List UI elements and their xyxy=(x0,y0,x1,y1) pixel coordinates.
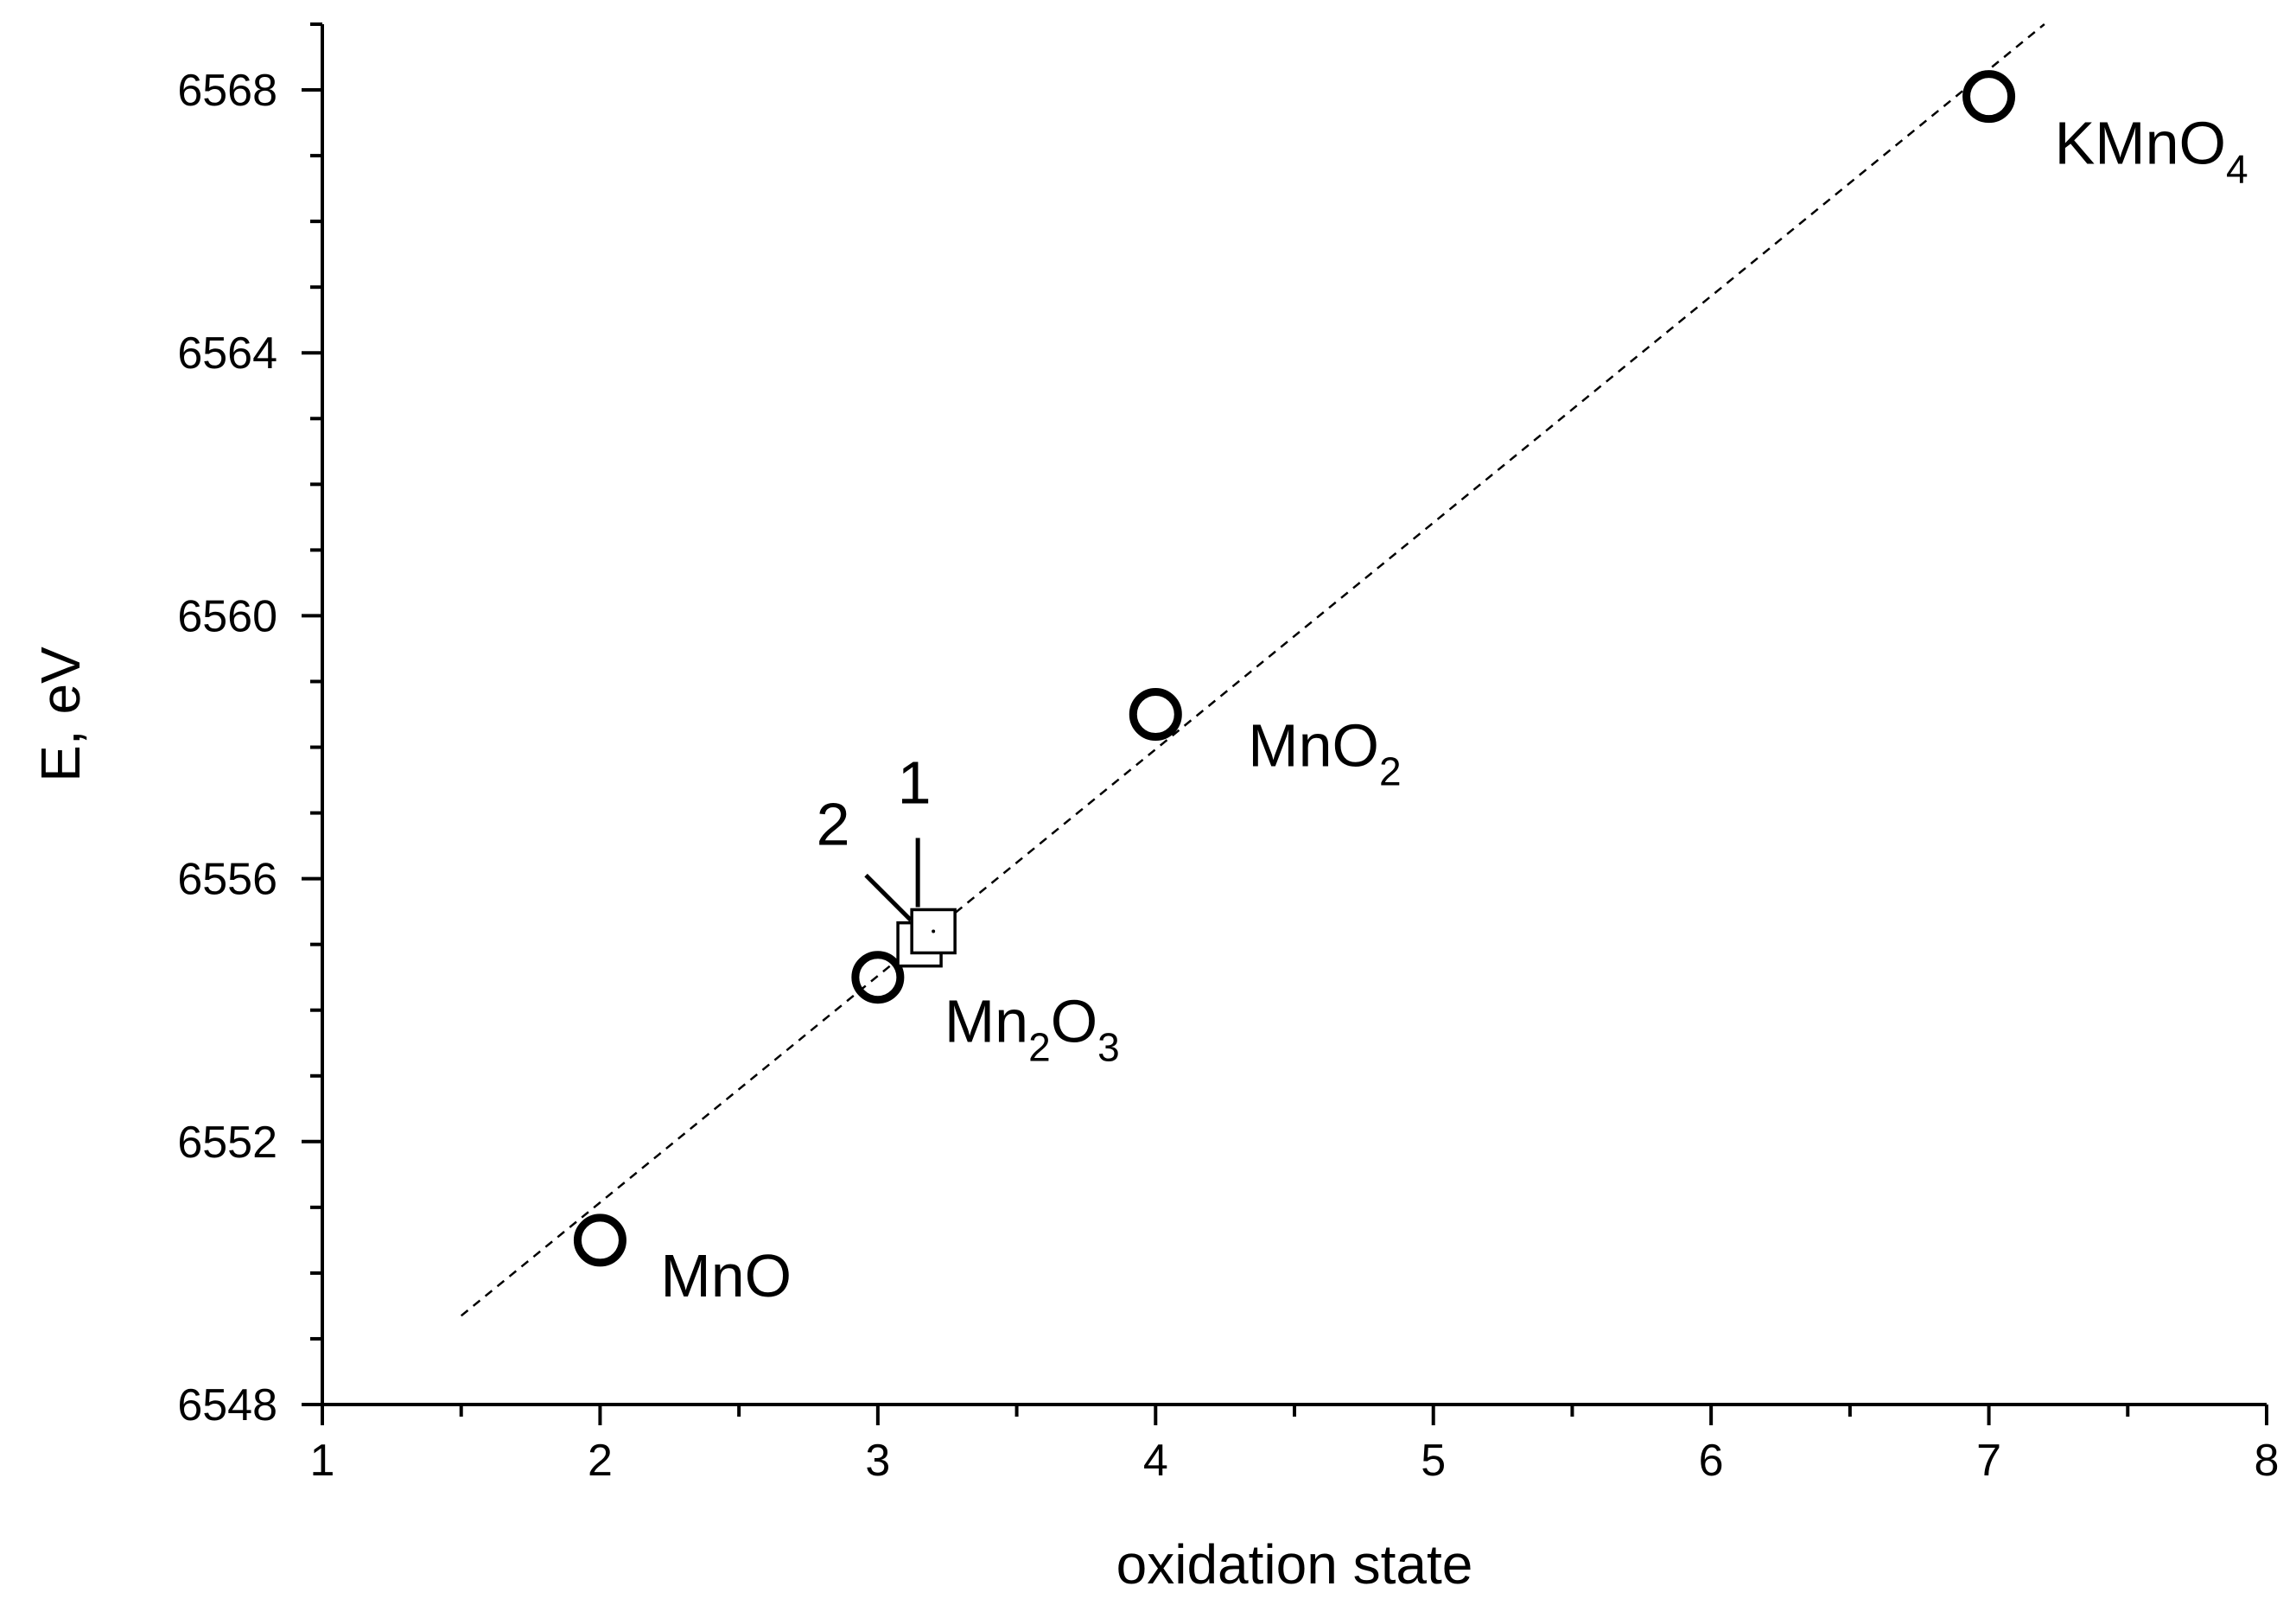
point-label-1-subscript: 3 xyxy=(1097,1025,1120,1070)
circle-point xyxy=(577,1218,622,1263)
point-label-2-subscript: 2 xyxy=(1379,749,1402,794)
y-tick-label: 6556 xyxy=(177,855,277,905)
point-label-3: KMnO4 xyxy=(2055,110,2248,192)
circle-point xyxy=(1967,74,2012,119)
x-tick-label: 1 xyxy=(310,1436,335,1486)
y-tick-label: 6552 xyxy=(177,1118,277,1168)
x-tick-label: 5 xyxy=(1421,1436,1446,1486)
y-tick-label: 6564 xyxy=(177,328,277,379)
fit-line-group xyxy=(461,24,2045,1316)
x-tick-label: 8 xyxy=(2255,1436,2280,1486)
point-label-3-subscript: 4 xyxy=(2226,147,2248,192)
point-label-0-text: MnO xyxy=(660,1242,792,1309)
callout-line-2 xyxy=(866,876,911,921)
point-label-1-text: Mn xyxy=(944,988,1028,1055)
x-axis-title: oxidation state xyxy=(1116,1533,1473,1596)
x-tick-label: 6 xyxy=(1699,1436,1724,1486)
data-points xyxy=(577,74,2011,1263)
square-center-dot xyxy=(932,929,935,933)
x-tick-label: 2 xyxy=(588,1436,613,1486)
point-label-1: Mn2O3 xyxy=(944,988,1120,1070)
circle-point xyxy=(1133,692,1178,737)
point-label-3-text: KMnO xyxy=(2055,110,2226,177)
x-tick-label: 4 xyxy=(1143,1436,1168,1486)
callout-label-1: 1 xyxy=(898,749,932,816)
point-label-1-text: O xyxy=(1051,988,1097,1055)
x-tick-label: 3 xyxy=(865,1436,890,1486)
point-label-2: MnO2 xyxy=(1248,712,1401,794)
y-tick-label: 6548 xyxy=(177,1380,277,1430)
y-tick-label: 6560 xyxy=(177,591,277,641)
point-label-1-subscript: 2 xyxy=(1028,1025,1051,1070)
point-label-2-text: MnO xyxy=(1248,712,1379,780)
callout-label-2: 2 xyxy=(817,791,850,858)
y-tick-label: 6568 xyxy=(177,66,277,116)
y-axis-title: E, eV xyxy=(29,647,92,782)
fit-line xyxy=(461,24,2045,1316)
x-tick-label: 7 xyxy=(1976,1436,2001,1486)
point-label-0: MnO xyxy=(660,1242,792,1309)
